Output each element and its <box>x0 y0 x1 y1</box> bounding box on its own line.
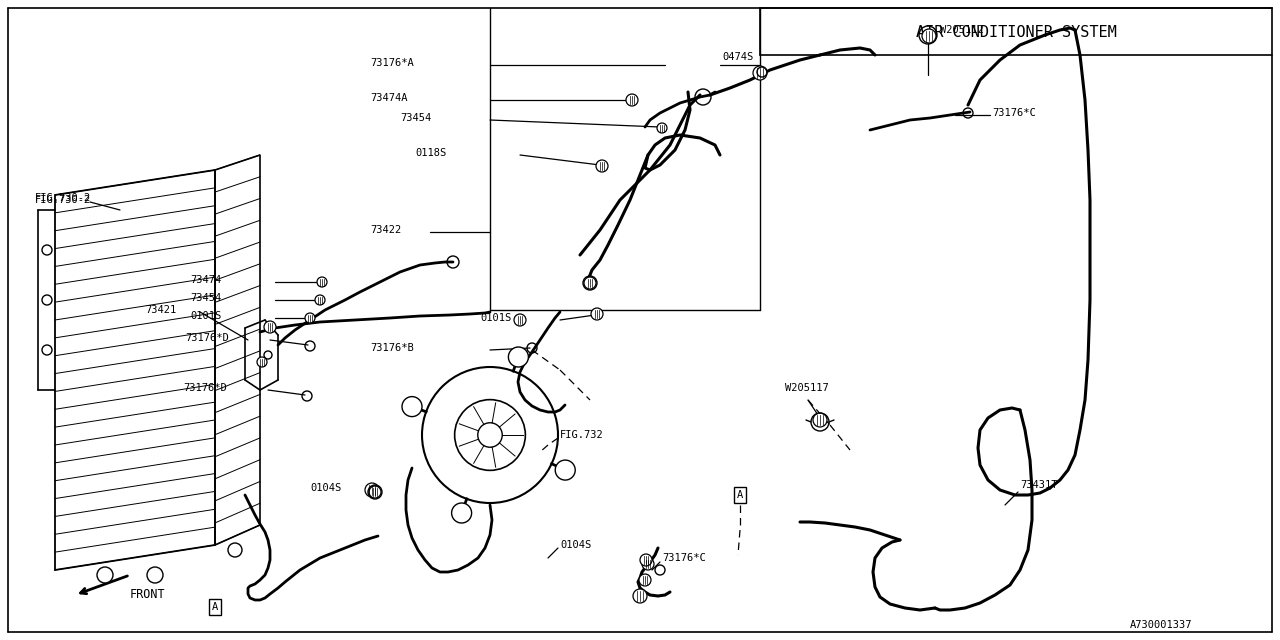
Text: 73176*D: 73176*D <box>186 333 229 343</box>
Text: 0104S: 0104S <box>561 540 591 550</box>
Text: 73421: 73421 <box>145 305 177 315</box>
Text: 0474S: 0474S <box>722 52 753 62</box>
Text: 73176*C: 73176*C <box>662 553 705 563</box>
Text: 73176*A: 73176*A <box>370 58 413 68</box>
Text: 0118S: 0118S <box>415 148 447 158</box>
Circle shape <box>753 66 767 80</box>
Text: 73474: 73474 <box>189 275 221 285</box>
Circle shape <box>264 321 276 333</box>
Circle shape <box>317 277 326 287</box>
Text: 0104S: 0104S <box>310 483 342 493</box>
Text: A730001337: A730001337 <box>1130 620 1193 630</box>
Circle shape <box>591 308 603 320</box>
Text: AIR CONDITIONER SYSTEM: AIR CONDITIONER SYSTEM <box>915 24 1116 40</box>
Circle shape <box>584 277 596 289</box>
Circle shape <box>147 567 163 583</box>
Circle shape <box>257 357 268 367</box>
Circle shape <box>813 413 827 427</box>
Text: 73474A: 73474A <box>370 93 407 103</box>
Text: 73454: 73454 <box>189 293 221 303</box>
Text: 73422: 73422 <box>370 225 401 235</box>
Text: 73176*C: 73176*C <box>992 108 1036 118</box>
Text: FRONT: FRONT <box>131 589 165 602</box>
Circle shape <box>634 589 646 603</box>
Text: 73454: 73454 <box>401 113 431 123</box>
Circle shape <box>477 423 502 447</box>
Text: 73176*D: 73176*D <box>183 383 227 393</box>
Circle shape <box>315 295 325 305</box>
Text: 73176*B: 73176*B <box>370 343 413 353</box>
Text: W205117: W205117 <box>785 383 828 393</box>
Text: FIG.730-2: FIG.730-2 <box>35 193 91 203</box>
Text: 0101S: 0101S <box>480 313 511 323</box>
Circle shape <box>305 313 315 323</box>
Text: A: A <box>737 490 744 500</box>
Circle shape <box>402 397 422 417</box>
Text: 0101S: 0101S <box>189 311 221 321</box>
Circle shape <box>657 123 667 133</box>
Circle shape <box>922 29 936 43</box>
Text: W205112: W205112 <box>940 25 984 35</box>
Text: 73431T: 73431T <box>1020 480 1057 490</box>
Circle shape <box>515 314 526 326</box>
Circle shape <box>228 543 242 557</box>
Circle shape <box>97 567 113 583</box>
Circle shape <box>508 347 529 367</box>
Circle shape <box>639 574 652 586</box>
Circle shape <box>640 554 652 566</box>
Circle shape <box>626 94 637 106</box>
Circle shape <box>369 486 381 498</box>
Text: A: A <box>212 602 218 612</box>
Circle shape <box>452 503 471 523</box>
Text: FIG.732: FIG.732 <box>561 430 604 440</box>
Polygon shape <box>215 155 260 545</box>
Circle shape <box>556 460 575 480</box>
Circle shape <box>365 483 379 497</box>
Circle shape <box>643 558 654 570</box>
Text: FIG.730-2: FIG.730-2 <box>35 195 91 205</box>
Circle shape <box>596 160 608 172</box>
